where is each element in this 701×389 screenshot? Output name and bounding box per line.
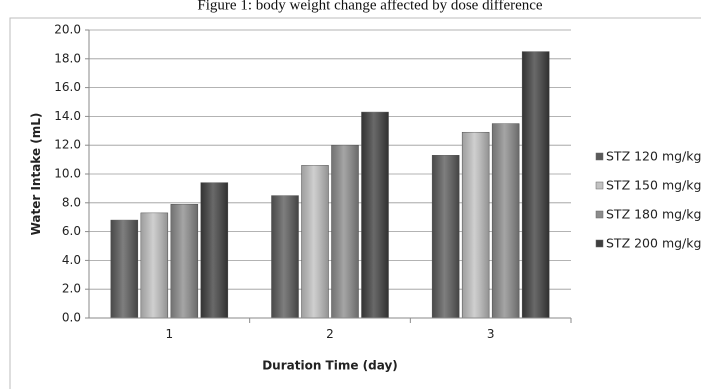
bar-shading xyxy=(522,51,550,318)
y-axis-label: Water Intake (mL) xyxy=(29,113,43,236)
y-tick-label: 12.0 xyxy=(54,138,81,152)
y-tick-label: 0.0 xyxy=(62,311,81,325)
bar-shading xyxy=(110,220,138,318)
bar-shading xyxy=(301,165,329,318)
x-axis-label: Duration Time (day) xyxy=(262,359,398,373)
y-tick-label: 6.0 xyxy=(62,224,81,238)
legend-label: STZ 150 mg/kg xyxy=(606,178,701,193)
bar-shading xyxy=(331,145,359,318)
x-tick-labels: 1 2 3 xyxy=(166,327,495,341)
y-tick-label: 14.0 xyxy=(54,109,81,123)
y-tick-label: 10.0 xyxy=(54,167,81,181)
bars xyxy=(110,51,572,323)
legend-swatch xyxy=(595,239,604,248)
y-tick-label: 4.0 xyxy=(62,253,81,267)
bar-shading xyxy=(432,155,460,318)
chart-frame xyxy=(9,17,701,389)
y-tick-label: 2.0 xyxy=(62,282,81,296)
y-tick-label: 8.0 xyxy=(62,195,81,209)
bar-shading xyxy=(200,182,228,318)
legend-swatch xyxy=(595,210,604,219)
bar-shading xyxy=(140,212,168,318)
legend: STZ 120 mg/kg STZ 150 mg/kg STZ 180 mg/kg S… xyxy=(595,149,701,251)
chart-title: Figure 1: body weight change affected by… xyxy=(197,0,542,13)
x-tick-label: 1 xyxy=(166,327,174,341)
bar-shading xyxy=(492,123,520,318)
legend-label: STZ 200 mg/kg xyxy=(606,236,701,251)
y-tick-labels: 0.0 2.0 4.0 6.0 8.0 10.0 12.0 14.0 16.0 18.0 20.0 xyxy=(54,23,81,325)
x-tick-label: 3 xyxy=(487,327,495,341)
bar-shading xyxy=(462,132,490,318)
axes xyxy=(88,30,571,319)
y-tick-label: 16.0 xyxy=(54,80,81,94)
y-tick-label: 18.0 xyxy=(54,51,81,65)
legend-swatch xyxy=(595,181,604,190)
gridlines xyxy=(85,29,571,319)
bar-shading xyxy=(170,204,198,318)
bar-shading xyxy=(361,112,389,318)
x-tick-label: 2 xyxy=(326,327,334,341)
bar-shading xyxy=(271,195,299,318)
legend-swatch xyxy=(595,152,604,161)
y-tick-label: 20.0 xyxy=(54,23,81,37)
legend-label: STZ 120 mg/kg xyxy=(606,149,701,164)
legend-label: STZ 180 mg/kg xyxy=(606,207,701,222)
